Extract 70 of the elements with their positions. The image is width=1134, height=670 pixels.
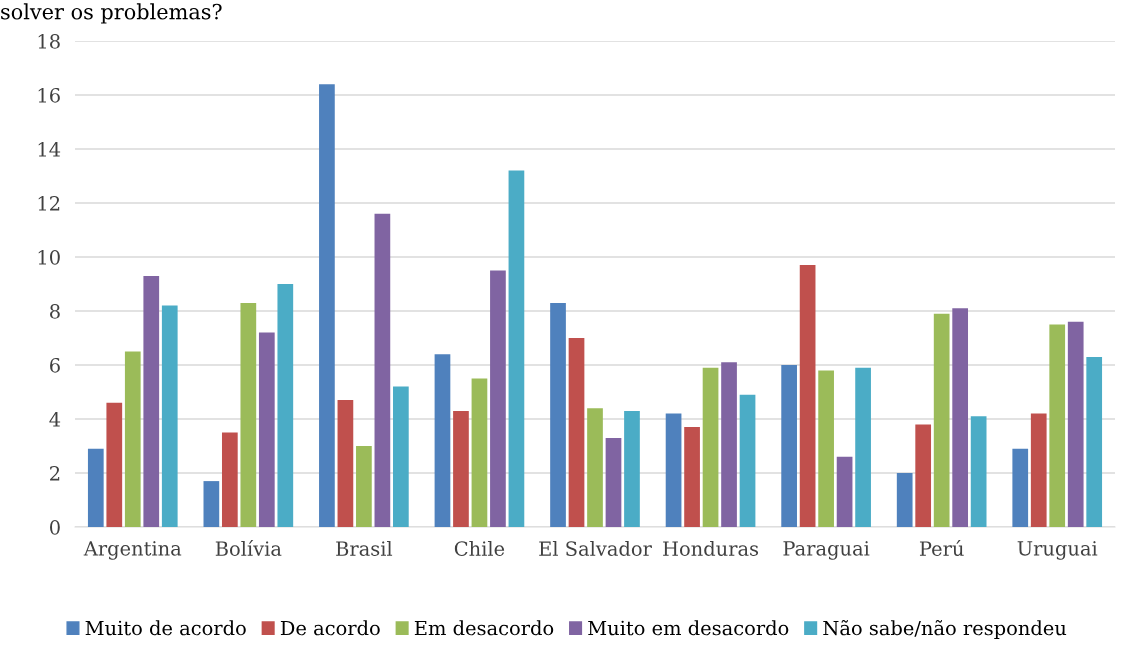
bar — [684, 427, 700, 527]
x-tick-label: Argentina — [83, 541, 182, 560]
x-tick-label: Brasil — [336, 540, 393, 556]
y-tick-label: 12 — [38, 195, 60, 211]
bar — [781, 365, 797, 527]
bar — [739, 394, 756, 527]
bar — [605, 437, 622, 527]
x-tick-label: Uruguai — [1017, 541, 1098, 560]
bar — [702, 367, 719, 527]
bar — [221, 432, 238, 527]
bar — [490, 270, 506, 527]
y-tick-label: 2 — [50, 465, 60, 481]
bar — [161, 305, 178, 527]
y-tick-label: 14 — [38, 141, 61, 157]
x-tick-label: El Salvador — [539, 540, 652, 556]
bar — [896, 473, 913, 527]
bar — [356, 446, 372, 527]
bar — [337, 400, 354, 527]
bar — [1067, 321, 1084, 527]
bar — [970, 416, 987, 527]
bar — [665, 413, 682, 527]
bar — [721, 362, 737, 527]
bar — [319, 84, 335, 527]
bar — [258, 332, 275, 527]
bar — [508, 170, 525, 527]
bar — [106, 402, 123, 527]
bar — [471, 378, 488, 527]
bar — [1030, 413, 1047, 527]
bar — [87, 448, 104, 527]
bar — [453, 410, 469, 527]
bar — [855, 367, 871, 527]
bar — [568, 338, 585, 527]
bar — [836, 456, 853, 527]
bar — [933, 313, 950, 527]
legend-label: Muito de acordo — [85, 620, 246, 636]
bar — [818, 370, 834, 527]
bar — [277, 284, 294, 527]
bar — [203, 481, 220, 527]
legend-label: Não sabe/não respondeu — [823, 619, 1067, 640]
x-tick-label: Bolívia — [215, 540, 282, 556]
bar — [1086, 356, 1103, 527]
chart-title: solver os problemas? — [1, 3, 222, 24]
y-tick-label: 4 — [49, 411, 61, 427]
x-tick-label: Honduras — [663, 540, 759, 556]
bar — [240, 302, 257, 527]
bar — [550, 302, 566, 527]
x-tick-label: Perú — [919, 540, 964, 556]
y-tick-label: 16 — [38, 87, 60, 103]
y-tick-label: 6 — [50, 357, 60, 373]
bar — [624, 410, 640, 527]
bar — [1012, 448, 1029, 527]
bar — [434, 354, 451, 527]
bar — [1049, 324, 1066, 527]
bar — [799, 265, 816, 527]
legend-label: Muito em desacordo — [588, 620, 789, 636]
legend-label: Em desacordo — [414, 620, 554, 636]
y-tick-label: 18 — [38, 33, 60, 49]
y-tick-label: 8 — [50, 303, 60, 319]
bar — [124, 351, 141, 527]
legend-label: De acordo — [280, 620, 380, 636]
y-tick-label: 10 — [38, 249, 60, 265]
bar — [374, 213, 391, 527]
x-tick-label: Paraguai — [783, 541, 870, 560]
bar — [587, 408, 603, 527]
bar — [952, 308, 969, 527]
y-tick-label: 0 — [50, 519, 60, 535]
bar — [393, 386, 409, 527]
x-tick-label: Chile — [454, 540, 505, 556]
bar — [915, 424, 932, 527]
bar — [143, 275, 160, 527]
